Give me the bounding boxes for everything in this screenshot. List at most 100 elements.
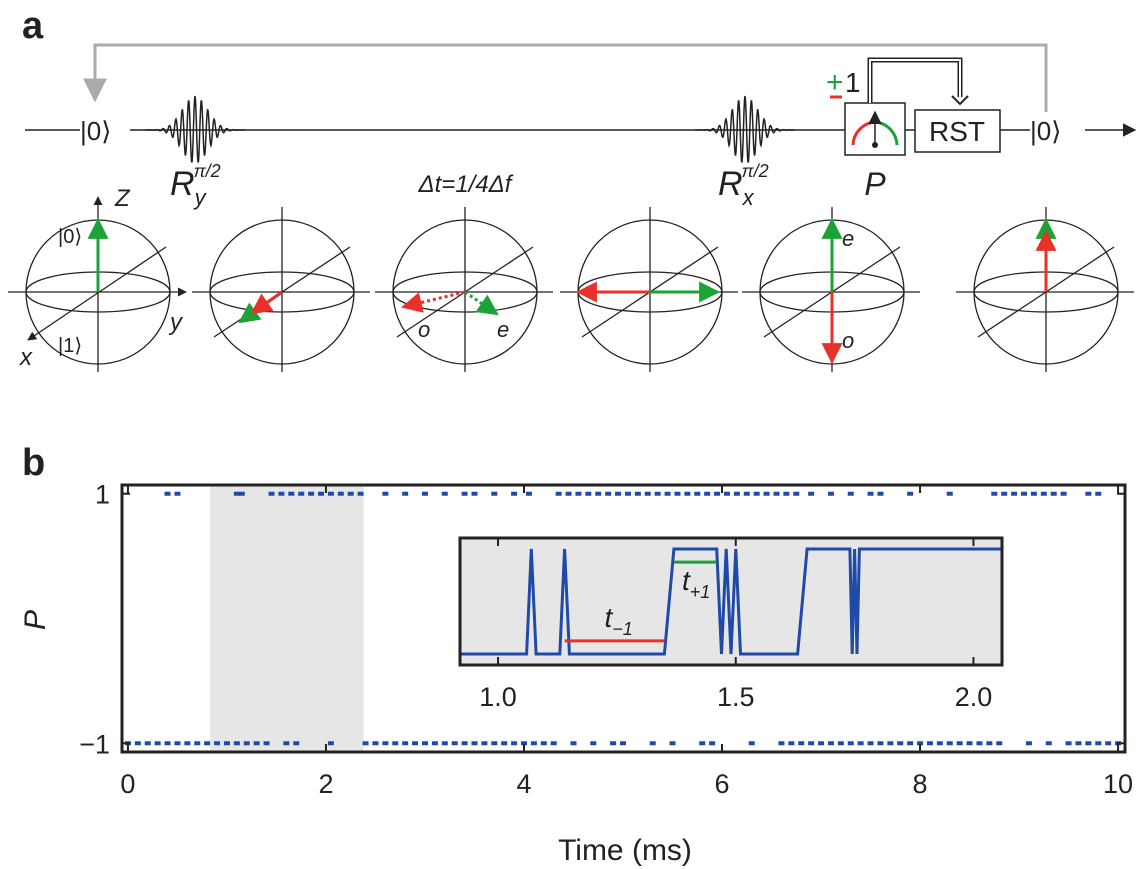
point	[392, 741, 399, 746]
axis-z: Z	[114, 185, 131, 212]
x-axis-title: Time (ms)	[558, 834, 692, 867]
x-tick-label: 8	[913, 769, 928, 799]
point	[263, 741, 270, 746]
point	[867, 491, 874, 496]
gate-R: R	[170, 165, 195, 203]
inset-frame	[458, 536, 1004, 667]
meter-pivot	[872, 142, 878, 148]
point	[555, 491, 562, 496]
point	[525, 491, 532, 496]
point	[233, 491, 240, 496]
point	[887, 741, 894, 746]
outcome-plus: +	[826, 66, 844, 99]
point	[362, 741, 369, 746]
point	[501, 741, 508, 746]
point	[1021, 491, 1028, 496]
point	[441, 741, 448, 746]
point	[966, 741, 973, 746]
inset-x-tick-label: 1.0	[479, 682, 517, 712]
state-o: o	[418, 317, 430, 342]
point	[268, 491, 275, 496]
gate-sub: y	[193, 185, 208, 210]
point	[837, 741, 844, 746]
point	[1085, 491, 1092, 496]
point	[897, 741, 904, 746]
bloch-sphere	[956, 207, 1134, 372]
point	[808, 491, 815, 496]
point	[699, 741, 706, 746]
inset-line	[460, 547, 1002, 656]
point	[907, 491, 914, 496]
point	[164, 741, 171, 746]
point	[421, 491, 428, 496]
point	[233, 741, 240, 746]
point	[649, 741, 656, 746]
point	[550, 741, 557, 746]
point	[1085, 741, 1092, 746]
point	[1040, 491, 1047, 496]
x-tick-label: 10	[1103, 769, 1133, 799]
point	[372, 741, 379, 746]
state-vector	[464, 290, 499, 316]
point	[773, 491, 780, 496]
point	[674, 491, 681, 496]
feedback-outer	[867, 57, 963, 103]
interval-sub: −1	[612, 619, 633, 639]
point	[308, 491, 315, 496]
point	[1045, 741, 1052, 746]
reset-box	[914, 109, 1001, 153]
point	[907, 741, 914, 746]
point	[936, 741, 943, 746]
interval-sub: +1	[690, 582, 711, 602]
point	[134, 741, 141, 746]
ket: |0⟩	[80, 116, 111, 146]
point	[164, 491, 171, 496]
point	[1065, 741, 1072, 746]
point	[382, 741, 389, 746]
point	[318, 491, 325, 496]
shaded-span	[210, 485, 364, 752]
point	[441, 491, 448, 496]
point	[827, 741, 834, 746]
ket0: |0⟩	[58, 226, 82, 248]
point	[946, 491, 953, 496]
bloch-sphere	[375, 207, 553, 372]
state-vector	[250, 290, 283, 315]
x-tick-label: 0	[120, 769, 135, 799]
point	[471, 491, 478, 496]
point	[511, 741, 518, 746]
point	[194, 741, 201, 746]
point	[421, 741, 428, 746]
point	[1060, 491, 1067, 496]
point	[491, 741, 498, 746]
point	[704, 491, 711, 496]
point	[788, 741, 795, 746]
point	[605, 491, 612, 496]
point	[1075, 741, 1082, 746]
point	[461, 741, 468, 746]
point	[471, 741, 478, 746]
point	[867, 741, 874, 746]
interval-label: t−1	[605, 602, 633, 639]
point	[644, 491, 651, 496]
point	[431, 741, 438, 746]
point	[684, 491, 691, 496]
point	[238, 491, 245, 496]
point	[288, 491, 295, 496]
axis	[27, 246, 167, 341]
reset-label: RST	[929, 116, 985, 147]
point	[511, 491, 518, 496]
feedback-line	[83, 43, 1048, 112]
point	[357, 491, 364, 496]
point	[243, 741, 250, 746]
point	[793, 491, 800, 496]
x-tick-label: 6	[715, 769, 730, 799]
point	[337, 491, 344, 496]
point	[1095, 741, 1102, 746]
point	[1011, 491, 1018, 496]
x-tick-label: 4	[516, 769, 531, 799]
point	[976, 741, 983, 746]
ket: |0⟩	[1030, 116, 1061, 146]
point	[204, 741, 211, 746]
